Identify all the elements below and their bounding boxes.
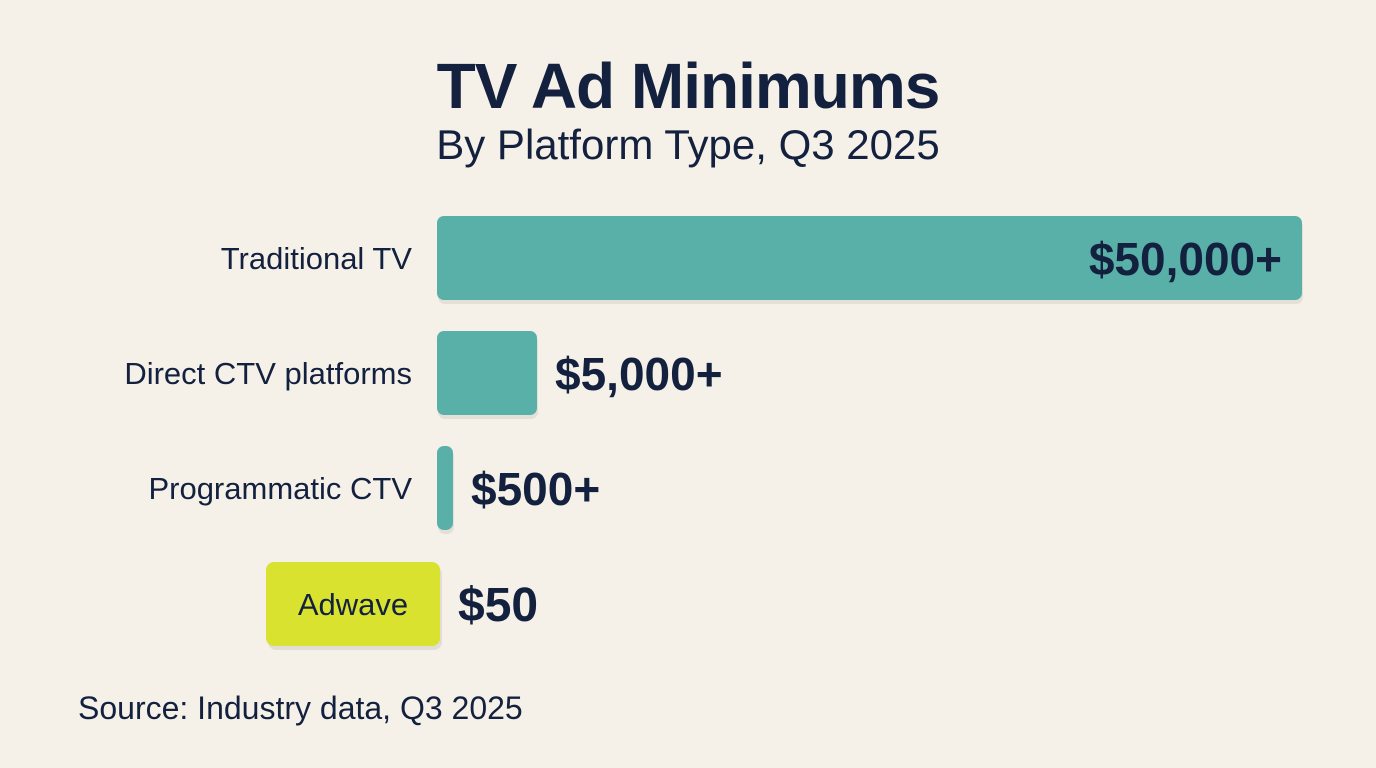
value-label-adwave: $50 — [458, 579, 538, 632]
bar-adwave — [266, 562, 440, 646]
bar-direct-ctv-platforms — [437, 331, 537, 415]
value-label-direct-ctv-platforms: $5,000+ — [555, 348, 723, 400]
bar-programmatic-ctv — [437, 446, 453, 530]
category-label-traditional-tv: Traditional TV — [221, 241, 413, 276]
chart-subtitle: By Platform Type, Q3 2025 — [436, 121, 940, 168]
value-label-programmatic-ctv: $500+ — [471, 463, 600, 515]
category-label-direct-ctv-platforms: Direct CTV platforms — [124, 356, 412, 391]
chart-title: TV Ad Minimums — [436, 50, 941, 122]
source-note: Source: Industry data, Q3 2025 — [78, 690, 523, 726]
category-label-programmatic-ctv: Programmatic CTV — [148, 471, 412, 506]
category-label-adwave: Adwave — [298, 587, 408, 622]
bar-traditional-tv — [437, 216, 1302, 300]
value-label-traditional-tv: $50,000+ — [1089, 233, 1282, 285]
